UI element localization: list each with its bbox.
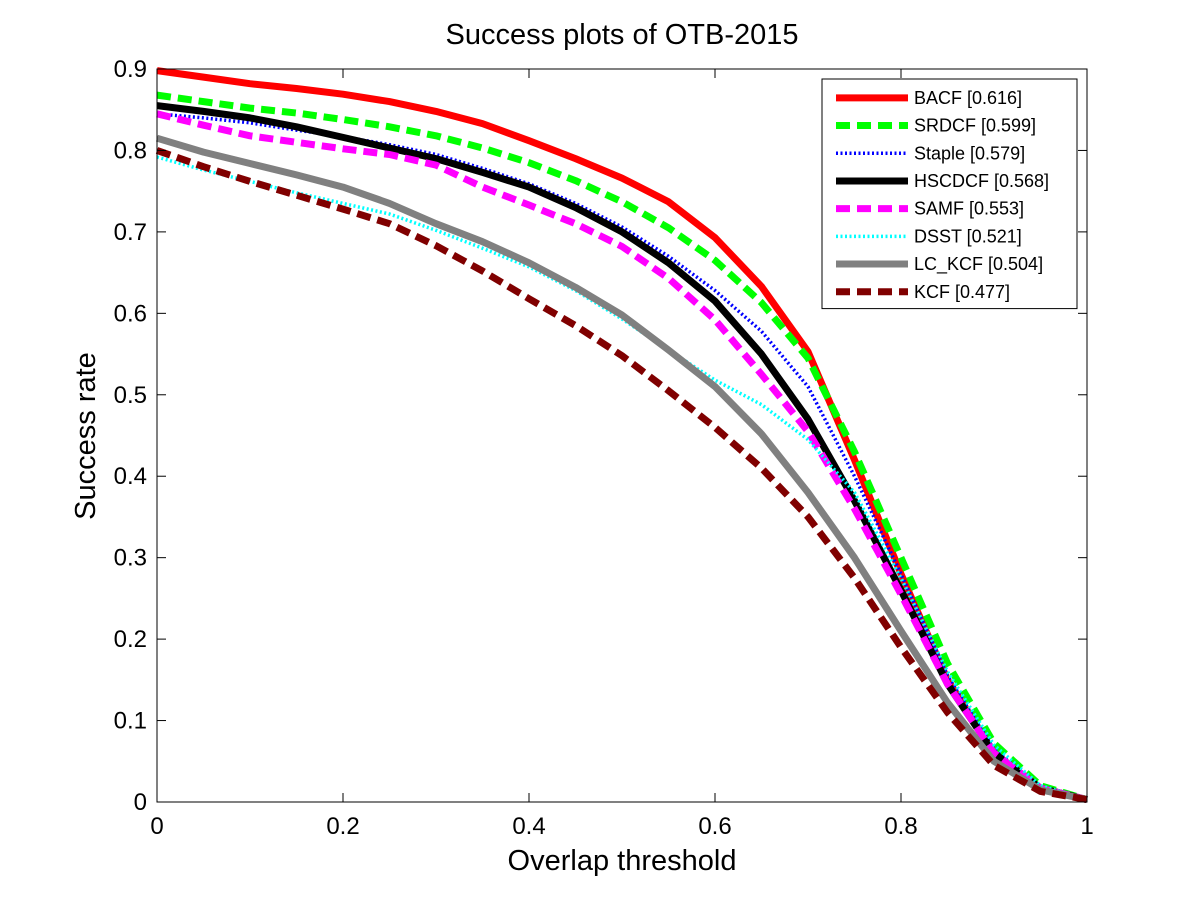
y-tick-label: 0.7 — [114, 219, 147, 246]
legend-label-7: LC_KCF [0.504] — [914, 254, 1043, 275]
legend-label-8: KCF [0.477] — [914, 282, 1010, 302]
legend-label-1: BACF [0.616] — [914, 88, 1022, 108]
legend-label-2: SRDCF [0.599] — [914, 116, 1036, 136]
series-line-5 — [156, 110, 1088, 803]
series-line-4 — [156, 102, 1088, 803]
x-tick-label: 0.8 — [884, 813, 917, 840]
y-tick-label: 0.9 — [114, 56, 147, 83]
y-tick-label: 0.4 — [114, 463, 147, 490]
x-tick-label: 0.2 — [326, 813, 359, 840]
series-line-2 — [156, 91, 1089, 803]
x-tick-label: 0 — [150, 813, 163, 840]
y-tick-label: 0.1 — [114, 708, 147, 735]
x-tick-label: 0.6 — [698, 813, 731, 840]
x-tick-label: 1 — [1080, 813, 1093, 840]
series-line-8 — [155, 147, 1088, 804]
y-tick-label: 0.3 — [114, 545, 147, 572]
x-axis-title: Overlap threshold — [508, 845, 737, 877]
y-tick-label: 0.5 — [114, 382, 147, 409]
y-tick-label: 0 — [134, 789, 147, 816]
y-tick-label: 0.8 — [114, 137, 147, 164]
y-tick-label: 0.2 — [114, 626, 147, 653]
series-line-3 — [156, 112, 1088, 802]
legend-box — [821, 78, 1078, 310]
series-line-1 — [156, 67, 1088, 803]
legend-label-5: SAMF [0.553] — [914, 199, 1024, 219]
plot-frame — [156, 68, 1088, 803]
x-tick-label: 0.4 — [512, 813, 545, 840]
chart-title: Success plots of OTB-2015 — [446, 19, 799, 51]
legend-label-6: DSST [0.521] — [914, 226, 1022, 246]
series-line-7 — [155, 134, 1088, 804]
y-tick-label: 0.6 — [114, 300, 147, 327]
legend-label-4: HSCDCF [0.568] — [914, 171, 1049, 191]
legend-label-3: Staple [0.579] — [914, 143, 1025, 163]
legend: BACF [0.616] SRDCF [0.599] Staple [0.579] H… — [821, 78, 1078, 310]
y-axis-title: Success rate — [70, 352, 102, 520]
